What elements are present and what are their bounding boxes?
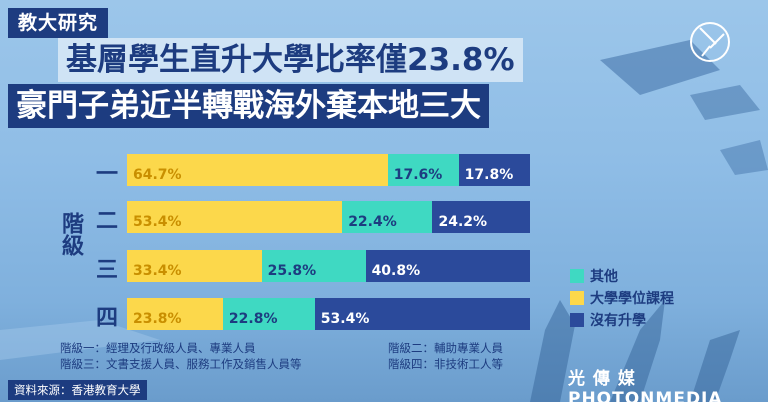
bar-segment-3-3: 40.8% bbox=[365, 250, 530, 282]
note-class-4: 階級四：非技術工人等 bbox=[388, 357, 503, 371]
legend: 其他 大學學位課程 沒有升學 bbox=[570, 265, 674, 331]
bar-segment-1-1: 64.7% bbox=[127, 154, 388, 186]
bar-segment-3-2: 25.8% bbox=[261, 250, 366, 282]
bar-segment-1-2: 17.6% bbox=[387, 154, 459, 186]
data-label-1-1: 64.7% bbox=[133, 167, 182, 183]
class-notes-left: 階級一：經理及行政級人員、專業人員 階級三：文書支援人員、服務工作及銷售人員等 bbox=[60, 340, 302, 372]
data-label-2-1: 53.4% bbox=[133, 214, 182, 230]
category-label-2: 二 bbox=[95, 209, 118, 234]
data-label-1-3: 17.8% bbox=[464, 167, 514, 183]
note-class-1: 階級一：經理及行政級人員、專業人員 bbox=[60, 341, 256, 355]
data-label-2-2: 22.4% bbox=[348, 214, 397, 230]
bar-segment-4-2: 22.8% bbox=[222, 298, 315, 330]
legend-swatch-degree bbox=[570, 291, 584, 305]
note-class-2: 階級二：輔助專業人員 bbox=[388, 341, 503, 355]
legend-item-other: 其他 bbox=[570, 265, 674, 287]
note-class-3: 階級三：文書支援人員、服務工作及銷售人員等 bbox=[60, 357, 302, 371]
bar-segment-4-1: 23.8% bbox=[127, 298, 223, 330]
brand-wordmark: 光 傳 媒 PHOTONMEDIA bbox=[568, 369, 723, 409]
legend-item-no-further-study: 沒有升學 bbox=[570, 309, 674, 331]
legend-label-other: 其他 bbox=[590, 269, 618, 285]
category-label-1: 一 bbox=[95, 162, 118, 187]
data-label-4-3: 53.4% bbox=[320, 311, 370, 327]
legend-swatch-other bbox=[570, 269, 584, 283]
bar-segment-4-3: 53.4% bbox=[314, 298, 530, 330]
bar-segment-2-3: 24.2% bbox=[432, 201, 530, 233]
photonmedia-logo-icon bbox=[690, 22, 730, 62]
headline-1: 基層學生直升大學比率僅23.8% bbox=[58, 38, 523, 82]
study-tag: 教大研究 bbox=[8, 8, 109, 38]
category-label-4: 四 bbox=[95, 306, 118, 331]
legend-label-degree: 大學學位課程 bbox=[590, 291, 674, 307]
legend-item-degree: 大學學位課程 bbox=[570, 287, 674, 309]
data-label-4-2: 22.8% bbox=[228, 311, 278, 327]
headline-2: 豪門子弟近半轉戰海外棄本地三大 bbox=[8, 84, 489, 128]
source-label: 資料來源：香港教育大學 bbox=[8, 380, 147, 400]
y-axis-label: 階級 bbox=[58, 212, 83, 256]
bar-segment-3-1: 33.4% bbox=[127, 250, 262, 282]
bar-segment-1-3: 17.8% bbox=[458, 154, 531, 186]
data-label-3-1: 33.4% bbox=[133, 263, 182, 279]
data-label-3-3: 40.8% bbox=[371, 263, 421, 279]
class-notes-right: 階級二：輔助專業人員 階級四：非技術工人等 bbox=[388, 340, 503, 372]
bar-segment-2-1: 53.4% bbox=[127, 201, 343, 233]
legend-swatch-no-further-study bbox=[570, 313, 584, 327]
data-label-3-2: 25.8% bbox=[267, 263, 317, 279]
category-label-3: 三 bbox=[95, 258, 118, 283]
legend-label-no-further-study: 沒有升學 bbox=[590, 313, 646, 329]
bar-segment-2-2: 22.4% bbox=[342, 201, 433, 233]
data-label-1-2: 17.6% bbox=[393, 167, 443, 183]
data-label-4-1: 23.8% bbox=[133, 311, 182, 327]
data-label-2-3: 24.2% bbox=[438, 214, 488, 230]
